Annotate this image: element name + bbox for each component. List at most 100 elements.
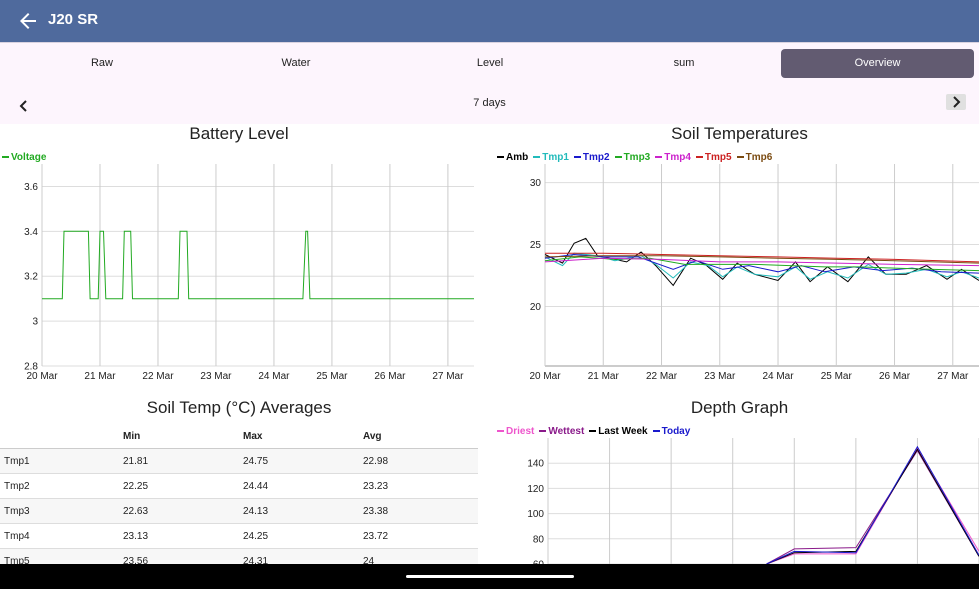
legend-item-wettest: Wettest [539, 426, 584, 437]
x-tick-label: 25 Mar [821, 371, 853, 382]
chevron-right-icon[interactable] [946, 94, 966, 110]
series-line-wettest [766, 449, 979, 564]
legend-swatch [533, 156, 541, 159]
x-tick-label: 26 Mar [374, 371, 406, 382]
back-arrow-icon[interactable] [16, 9, 40, 33]
tab-bar: Raw Water Level sum Overview [0, 42, 979, 88]
table-cell: Tmp3 [4, 506, 30, 517]
averages-table: Min Max Avg Tmp1 21.81 24.75 22.98 Tmp2 22.25 24.… [0, 424, 478, 574]
chevron-left-icon[interactable] [14, 96, 34, 116]
series-line-tmp6 [544, 255, 979, 264]
series-line-tmp3 [544, 256, 979, 272]
depth-chart: 60 80 100 120 140 [527, 438, 979, 565]
legend-swatch [589, 430, 597, 433]
battery-chart: 2.8 3 3.2 3.4 3.6 20 Mar 21 Mar 22 Mar 23 Mar 24 … [24, 164, 474, 382]
legend-item-tmp3: Tmp3 [614, 152, 650, 163]
x-tick-label: 20 Mar [26, 371, 58, 382]
y-tick-label: 140 [527, 459, 544, 470]
column-header: Max [243, 431, 263, 442]
legend-item-tmp2: Tmp2 [573, 152, 610, 163]
table-cell: 23.56 [123, 556, 149, 567]
series-line-voltage [42, 230, 474, 300]
table-cell: 24.25 [243, 531, 269, 542]
table-cell: 22.63 [123, 506, 149, 517]
table-header-row: Min Max Avg [0, 424, 478, 449]
table-cell: 23.23 [363, 481, 389, 492]
legend-label: Wettest [548, 426, 585, 437]
legend-label: Voltage [11, 152, 47, 163]
y-tick-label: 80 [533, 534, 545, 545]
tab-sum[interactable]: sum [673, 57, 695, 69]
x-tick-label: 20 Mar [529, 371, 561, 382]
table-cell: 24.75 [243, 456, 269, 467]
legend-swatch [652, 430, 660, 433]
legend-label: Amb [506, 152, 529, 163]
x-tick-label: 21 Mar [84, 371, 116, 382]
legend-item-amb: Amb [497, 152, 528, 163]
tab-overview[interactable]: Overview [781, 49, 974, 78]
date-range-bar: 7 days [0, 88, 979, 124]
legend-swatch [655, 156, 663, 159]
legend-label: Tmp2 [582, 152, 610, 163]
y-tick-label: 100 [527, 509, 544, 520]
y-tick-label: 3.2 [24, 272, 38, 283]
y-tick-label: 2.8 [24, 362, 38, 373]
table-cell: 24 [363, 556, 375, 567]
series-line-today [766, 445, 979, 564]
legend-label: Tmp5 [704, 152, 732, 163]
legend-item-today: Today [652, 426, 691, 437]
tab-water[interactable]: Water [281, 57, 311, 69]
depth-chart-title: Depth Graph [690, 398, 789, 417]
table-cell: 24.44 [243, 481, 269, 492]
y-tick-label: 3.6 [24, 182, 38, 193]
soil-temp-chart-title: Soil Temperatures [671, 124, 808, 143]
legend-item-tmp4: Tmp4 [655, 152, 691, 163]
tab-raw[interactable]: Raw [90, 57, 113, 69]
table-cell: Tmp1 [4, 456, 30, 467]
table-cell: 23.13 [123, 531, 149, 542]
legend-label: Tmp1 [542, 152, 569, 163]
series-line-last-week [766, 448, 979, 564]
legend-item-tmp1: Tmp1 [533, 152, 569, 163]
table-row: Tmp2 22.25 24.44 23.23 [0, 474, 478, 499]
legend-swatch [614, 156, 622, 159]
system-nav-bar [0, 564, 979, 589]
legend-item-last-week: Last Week [589, 426, 648, 437]
series-line-driest [766, 447, 979, 564]
averages-title: Soil Temp (°C) Averages [146, 398, 332, 417]
page-title: J20 SR [48, 11, 99, 28]
column-header: Min [123, 431, 141, 442]
table-cell: 23.38 [363, 506, 389, 517]
legend-label: Today [661, 426, 691, 437]
table-cell: Tmp2 [4, 481, 30, 492]
legend-item-driest: Driest [497, 426, 534, 437]
x-tick-label: 21 Mar [588, 371, 620, 382]
x-tick-label: 25 Mar [316, 371, 348, 382]
legend-swatch [497, 156, 504, 159]
y-tick-label: 120 [527, 484, 544, 495]
legend-item-voltage: Voltage [2, 152, 46, 163]
legend-swatch [2, 156, 9, 159]
x-tick-label: 23 Mar [200, 371, 232, 382]
x-tick-label: 24 Mar [258, 371, 290, 382]
home-indicator[interactable] [406, 575, 574, 578]
column-header: Avg [363, 431, 382, 442]
y-tick-label: 60 [533, 560, 545, 565]
table-row: Tmp1 21.81 24.75 22.98 [0, 449, 478, 474]
tab-level[interactable]: Level [476, 57, 504, 69]
x-tick-label: 26 Mar [879, 371, 911, 382]
y-tick-label: 3 [32, 317, 38, 328]
range-label: 7 days [473, 97, 506, 109]
x-tick-label: 24 Mar [762, 371, 794, 382]
legend-label: Tmp6 [745, 152, 773, 163]
legend-swatch [573, 156, 581, 159]
depth-legend: Driest Wettest Last Week Today [497, 426, 695, 437]
y-tick-label: 30 [530, 178, 542, 189]
table-cell: 24.31 [243, 556, 269, 567]
table-cell: Tmp4 [4, 531, 30, 542]
series-line-tmp4 [544, 257, 979, 267]
y-tick-label: 3.4 [24, 227, 38, 238]
table-cell: Tmp5 [4, 556, 30, 567]
soil-temp-legend: Amb Tmp1 Tmp2 Tmp3 Tmp4 Tmp5 Tmp6 [497, 152, 777, 163]
table-cell: 22.98 [363, 456, 389, 467]
